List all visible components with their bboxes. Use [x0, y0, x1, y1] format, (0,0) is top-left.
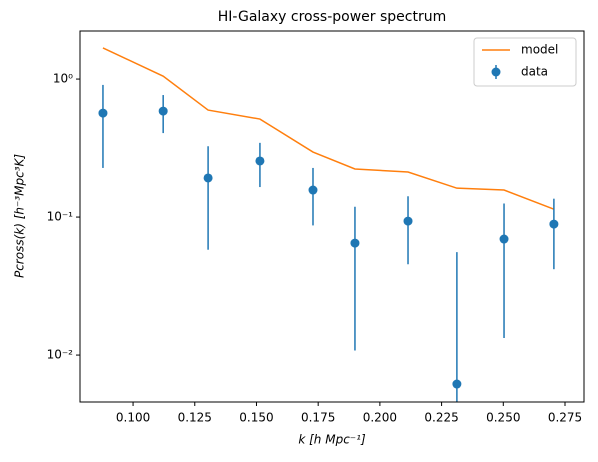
x-tick-label: 0.225: [424, 411, 458, 425]
data-point: [403, 216, 413, 226]
data-point: [308, 185, 318, 195]
data-point: [350, 238, 360, 248]
x-tick-label: 0.150: [239, 411, 273, 425]
plot-area: [98, 47, 559, 402]
legend-label: model: [521, 43, 558, 57]
data-point: [203, 173, 213, 183]
data-point: [549, 219, 559, 229]
x-tick-label: 0.125: [178, 411, 212, 425]
x-tick-label: 0.200: [363, 411, 397, 425]
data-point: [98, 108, 108, 118]
x-tick-label: 0.275: [548, 411, 582, 425]
chart-title: HI-Galaxy cross-power spectrum: [218, 9, 446, 25]
data-point: [499, 234, 509, 244]
y-tick-label: 10⁻¹: [47, 210, 74, 224]
legend-label: data: [521, 65, 548, 79]
legend-marker: [491, 67, 501, 77]
y-tick-label: 10⁻²: [47, 348, 74, 362]
x-tick-label: 0.250: [486, 411, 520, 425]
y-tick-label: 10⁰: [53, 72, 73, 86]
x-tick-label: 0.100: [116, 411, 150, 425]
data-point: [255, 156, 265, 166]
x-axis-label: k [h Mpc⁻¹]: [298, 433, 366, 447]
model-line: [102, 47, 555, 210]
data-point: [452, 379, 462, 389]
y-axis-label: Pcross(k) [h⁻³Mpc³K]: [13, 154, 27, 278]
axes-frame: [79, 30, 585, 403]
x-tick-label: 0.175: [301, 411, 335, 425]
data-point: [158, 106, 168, 116]
